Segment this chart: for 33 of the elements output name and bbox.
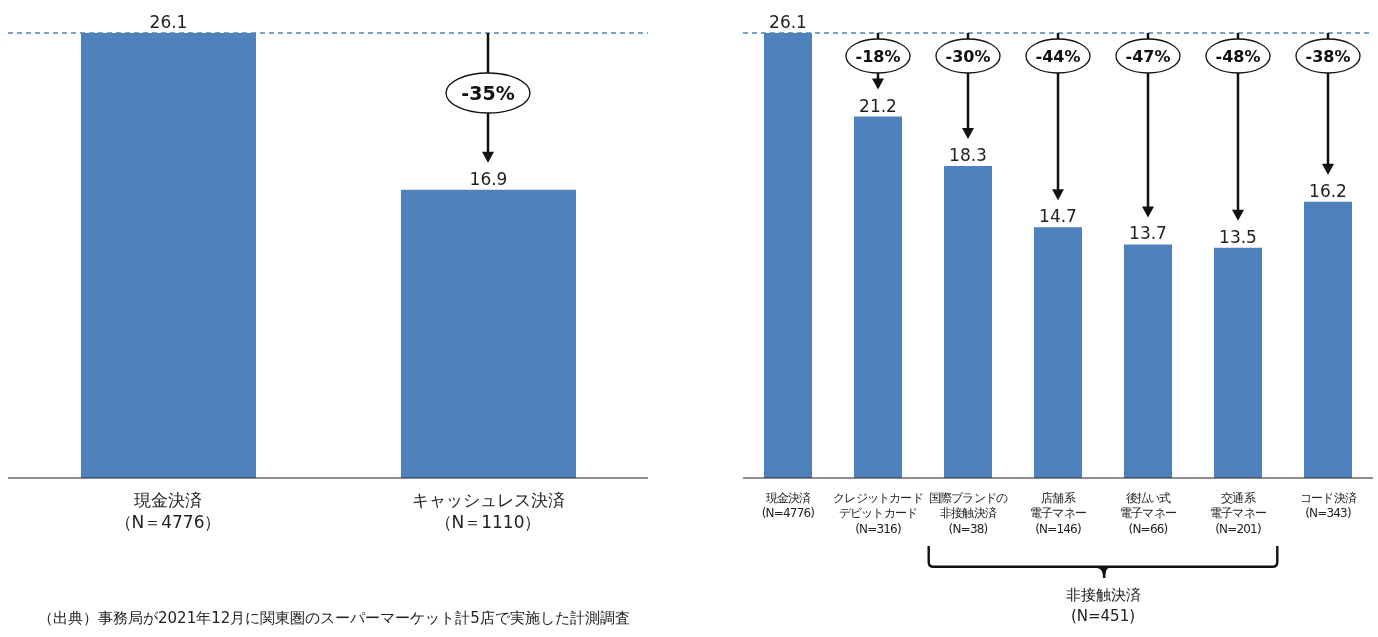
x-tick-label: 店舗系電子マネー(N=146) — [1029, 490, 1087, 536]
x-tick-label: クレジットカードデビットカード(N=316) — [833, 490, 923, 536]
data-label: 26.1 — [769, 12, 807, 32]
x-tick-label: 国際ブランドの非接触決済(N=38) — [928, 490, 1008, 536]
annotation: -18% — [855, 46, 901, 66]
annotation: -35% — [461, 81, 515, 104]
text: （出典）事務局が2021年12月に関東圏のスーパーマーケット計5店で実施した計測調査 — [38, 609, 630, 627]
data-label: 26.1 — [149, 12, 188, 32]
annotation: -44% — [1035, 46, 1081, 66]
data-label: 21.2 — [859, 95, 897, 116]
data-label: 13.7 — [1129, 223, 1167, 244]
x-tick-label: コード決済(N=343) — [1299, 490, 1357, 521]
annotation: -48% — [1215, 46, 1261, 66]
data-label: 16.9 — [469, 168, 508, 189]
x-tick-label: 後払い式電子マネー(N=66) — [1119, 490, 1177, 536]
bar — [1034, 227, 1082, 478]
bar — [944, 165, 992, 478]
data-label: 13.5 — [1219, 226, 1257, 247]
data-label: 14.7 — [1039, 206, 1077, 227]
x-tick-label: 現金決済(N=4776) — [761, 490, 815, 521]
x-tick-label: 現金決済（N＝4776） — [114, 489, 222, 532]
annotation: -38% — [1305, 46, 1351, 66]
x-tick-label: 交通系電子マネー(N=201) — [1209, 490, 1267, 536]
bar — [854, 116, 902, 478]
text: 非接触決済(N=451) — [1065, 586, 1141, 625]
bar — [1124, 244, 1172, 478]
annotation: -30% — [945, 46, 991, 66]
bar — [1214, 247, 1262, 478]
annotation: -47% — [1125, 46, 1171, 66]
x-tick-label: キャッシュレス決済（N＝1110） — [411, 489, 565, 532]
data-label: 18.3 — [949, 144, 987, 165]
data-label: 16.2 — [1309, 180, 1347, 201]
bar — [1304, 201, 1352, 478]
